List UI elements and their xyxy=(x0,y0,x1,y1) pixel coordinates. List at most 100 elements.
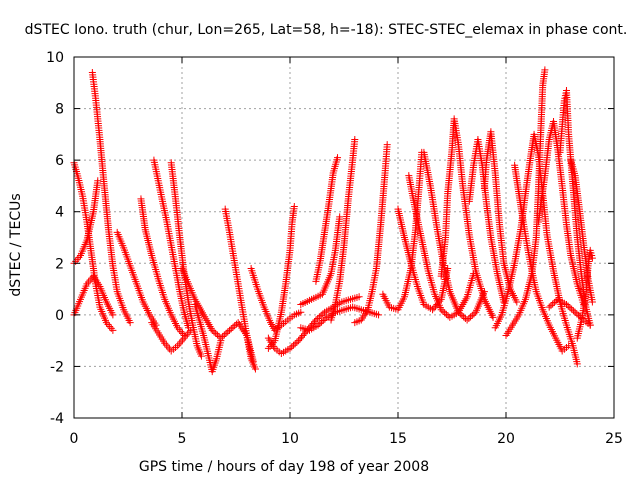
x-tick-labels: 0 5 10 15 20 25 xyxy=(70,431,623,447)
y-tick-label: 6 xyxy=(55,153,64,169)
data-point-marker xyxy=(291,340,299,348)
x-tick-label: 10 xyxy=(281,431,299,447)
data-point-marker xyxy=(441,309,449,317)
data-point-marker xyxy=(375,311,383,319)
data-point-marker xyxy=(566,304,574,312)
data-point-marker xyxy=(565,342,573,350)
data-point-marker xyxy=(588,298,596,306)
data-point-marker xyxy=(513,298,521,306)
data-point-marker xyxy=(463,316,471,324)
data-point-marker xyxy=(298,333,306,341)
data-point-marker xyxy=(177,328,185,336)
data-point-marker xyxy=(109,326,117,334)
data-point-marker xyxy=(545,303,553,311)
data-point-marker xyxy=(468,311,476,319)
y-axis-label: dSTEC / TECUs xyxy=(8,193,24,296)
y-tick-label: 8 xyxy=(55,102,64,118)
data-point-marker xyxy=(286,344,294,352)
plot-frame xyxy=(73,56,615,419)
data-point-marker xyxy=(126,319,134,327)
data-point-marker xyxy=(467,313,475,321)
data-point-marker xyxy=(187,326,195,334)
data-point-marker xyxy=(431,302,439,310)
data-point-marker xyxy=(568,305,576,313)
data-point-marker xyxy=(299,331,307,339)
data-point-marker xyxy=(315,313,323,321)
data-point-marker xyxy=(442,310,450,318)
y-tick-label: -4 xyxy=(50,411,64,427)
data-point-marker xyxy=(564,302,572,310)
data-point-marker xyxy=(213,331,221,339)
data-point-marker xyxy=(224,328,232,336)
data-point-marker xyxy=(300,330,308,338)
data-point-marker xyxy=(460,313,468,321)
data-point-marker xyxy=(573,310,581,318)
data-point-marker xyxy=(429,306,437,314)
data-point-marker xyxy=(222,329,230,337)
data-point-marker xyxy=(383,141,391,149)
y-tick-labels: -4 -2 0 2 4 6 8 10 xyxy=(46,50,64,427)
data-point-marker xyxy=(197,352,205,360)
data-point-marker xyxy=(316,320,324,328)
data-point-marker xyxy=(289,341,297,349)
data-point-marker xyxy=(547,302,555,310)
x-tick-label: 0 xyxy=(70,431,79,447)
data-point-marker xyxy=(309,319,317,327)
data-point-marker xyxy=(319,317,327,325)
data-point-marker xyxy=(94,177,102,185)
data-point-marker xyxy=(106,322,114,330)
data-point-marker xyxy=(319,310,327,318)
axis-ticks xyxy=(73,56,615,419)
data-point-marker xyxy=(177,338,185,346)
data-point-marker xyxy=(314,314,322,322)
data-point-marker xyxy=(437,306,445,314)
x-axis-label: GPS time / hours of day 198 of year 2008 xyxy=(139,459,429,475)
data-point-marker xyxy=(288,343,296,351)
data-point-marker xyxy=(295,337,303,345)
data-point-marker xyxy=(550,298,558,306)
data-point-marker xyxy=(175,340,183,348)
data-point-marker xyxy=(355,293,363,301)
data-point-marker xyxy=(231,322,239,330)
data-point-marker xyxy=(179,336,187,344)
data-point-marker xyxy=(439,307,447,315)
data-point-marker xyxy=(571,308,579,316)
y-tick-label: 10 xyxy=(46,50,64,66)
data-point-marker xyxy=(489,313,497,321)
x-tick-label: 25 xyxy=(605,431,623,447)
data-point-marker xyxy=(317,311,325,319)
data-point-marker xyxy=(586,321,594,329)
data-point-marker xyxy=(251,365,259,373)
data-point-marker xyxy=(454,308,462,316)
data-point-marker xyxy=(217,334,225,342)
data-point-marker xyxy=(297,308,305,316)
data-point-marker xyxy=(470,310,478,318)
data-point-marker xyxy=(226,326,234,334)
data-point-marker xyxy=(318,318,326,326)
data-point-marker xyxy=(456,310,464,318)
data-point-marker xyxy=(541,66,549,74)
y-tick-label: 0 xyxy=(55,308,64,324)
data-point-marker xyxy=(229,323,237,331)
data-point-marker xyxy=(351,136,359,144)
y-tick-label: 4 xyxy=(55,205,64,221)
data-point-marker xyxy=(336,213,344,221)
data-point-marker xyxy=(549,300,557,308)
data-point-marker xyxy=(183,330,191,338)
data-point-marker xyxy=(109,311,117,319)
data-point-marker xyxy=(208,326,216,334)
x-tick-label: 15 xyxy=(389,431,407,447)
data-markers xyxy=(70,66,596,376)
y-tick-label: 2 xyxy=(55,256,64,272)
data-point-marker xyxy=(569,307,577,315)
data-point-marker xyxy=(227,325,235,333)
data-point-marker xyxy=(314,321,322,329)
data-point-marker xyxy=(219,333,227,341)
data-point-marker xyxy=(107,324,115,332)
data-point-marker xyxy=(334,154,342,162)
data-point-marker xyxy=(296,335,304,343)
data-point-marker xyxy=(212,329,220,337)
data-point-marker xyxy=(573,360,581,368)
data-point-marker xyxy=(458,311,466,319)
